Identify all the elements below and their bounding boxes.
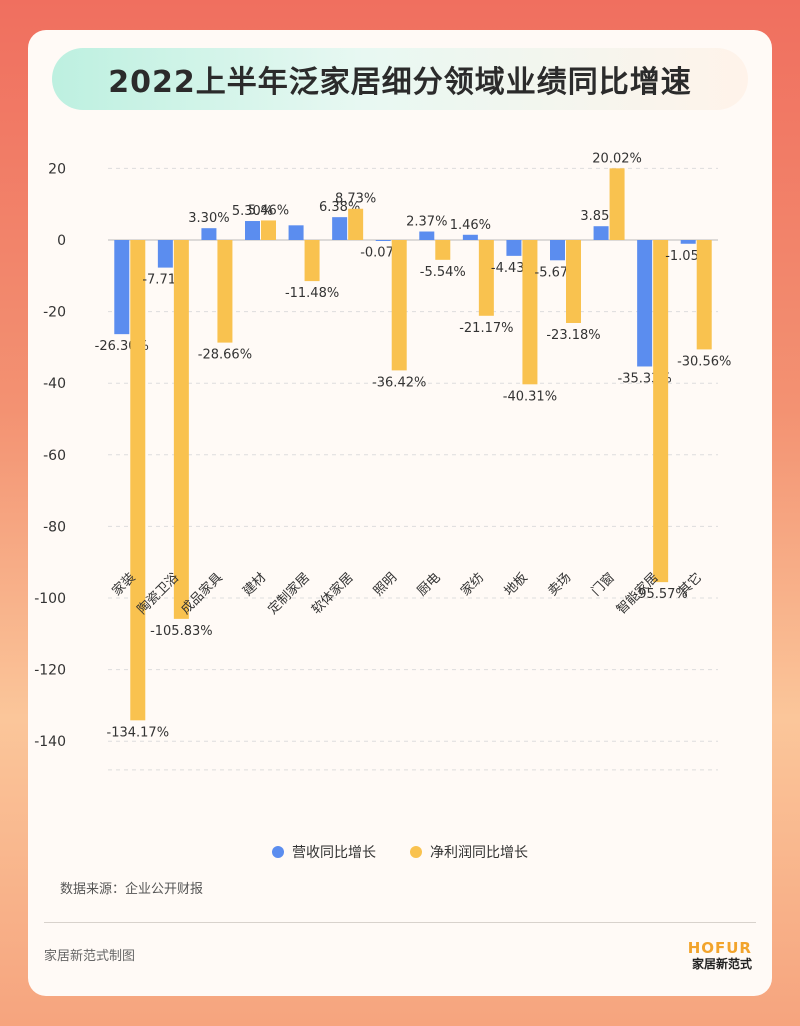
title-banner: 2022上半年泛家居细分领域业绩同比增速	[52, 48, 748, 110]
bar-revenue	[245, 221, 260, 240]
x-tick-label: 厨电	[415, 570, 444, 599]
brand-name-en: HOFUR	[687, 939, 752, 957]
bar-revenue	[419, 231, 435, 240]
bar-revenue	[593, 226, 609, 240]
y-tick-label: -60	[43, 448, 66, 464]
data-label-profit: -28.66%	[198, 348, 252, 363]
y-tick-label: -40	[43, 376, 66, 392]
bar-profit	[435, 240, 451, 260]
x-tick-label: 照明	[371, 570, 400, 599]
data-label-profit: -11.48%	[285, 286, 339, 301]
bar-profit	[391, 240, 407, 371]
legend-swatch-profit	[410, 846, 422, 858]
data-label-profit: -95.57%	[634, 587, 688, 602]
x-tick-label: 家纺	[457, 570, 487, 600]
data-label-revenue: 5.30%	[232, 204, 273, 219]
bar-revenue	[637, 240, 653, 367]
data-label-profit: 8.73%	[335, 192, 376, 207]
bar-revenue	[375, 240, 391, 241]
bar-revenue	[157, 240, 173, 268]
bar-profit	[348, 208, 364, 240]
divider	[44, 922, 756, 923]
data-label-profit: -23.18%	[546, 328, 600, 343]
legend-item-profit[interactable]: 净利润同比增长	[410, 842, 528, 862]
x-tick-label: 软体家居	[308, 570, 356, 618]
legend-swatch-revenue	[272, 846, 284, 858]
bar-revenue	[680, 240, 696, 244]
data-label-profit: -36.42%	[372, 375, 426, 390]
y-tick-label: 20	[48, 161, 66, 177]
legend: 营收同比增长 净利润同比增长	[28, 842, 772, 862]
x-tick-label: 门窗	[588, 570, 618, 600]
bar-revenue	[288, 225, 304, 240]
legend-item-revenue[interactable]: 营收同比增长	[272, 842, 376, 862]
bar-profit	[304, 240, 320, 282]
data-label-profit: -40.31%	[503, 389, 557, 404]
data-source: 数据来源：企业公开财报	[60, 882, 204, 897]
bar-revenue	[332, 217, 348, 240]
bar-profit	[173, 240, 189, 619]
bar-revenue	[201, 228, 217, 240]
data-label-profit: -134.17%	[107, 725, 170, 740]
bar-chart: 200-20-40-60-80-100-120-140-26.30%-134.1…	[34, 151, 731, 771]
data-label-profit: 20.02%	[592, 151, 642, 166]
brand-name-cn: 家居新范式	[691, 957, 752, 971]
y-tick-label: -80	[43, 519, 66, 535]
legend-label-revenue: 营收同比增长	[292, 845, 376, 861]
bar-profit	[609, 168, 625, 240]
bar-profit	[478, 240, 494, 316]
bar-revenue	[462, 234, 478, 240]
x-tick-label: 定制家居	[265, 570, 313, 618]
bar-revenue	[506, 240, 522, 256]
y-tick-label: -100	[34, 591, 66, 607]
legend-label-profit: 净利润同比增长	[430, 845, 528, 861]
data-label-revenue: 3.30%	[188, 211, 229, 226]
brand-logo: HOFUR 家居新范式	[688, 940, 752, 972]
data-label-profit: -5.54%	[420, 265, 466, 280]
data-label-profit: -21.17%	[459, 321, 513, 336]
bar-profit	[261, 220, 276, 240]
chart-card: 2022上半年泛家居细分领域业绩同比增速 20 0 -20 -40 -60 -80 -100…	[28, 30, 772, 996]
x-tick-label: 卖场	[545, 570, 574, 599]
data-label-revenue: 2.37%	[406, 215, 447, 230]
y-tick-label: -140	[34, 734, 66, 750]
y-tick-label: -120	[34, 663, 66, 679]
x-tick-label: 建材	[240, 570, 269, 599]
bar-profit	[217, 240, 233, 343]
bar-revenue	[550, 240, 565, 261]
y-tick-label: 0	[57, 233, 66, 249]
footer-credit: 家居新范式制图	[44, 949, 136, 964]
bar-profit	[653, 240, 669, 583]
data-label-profit: 5.46%	[248, 203, 289, 218]
chart-title: 2022上半年泛家居细分领域业绩同比增速	[108, 65, 692, 100]
data-label-revenue: 1.46%	[450, 218, 491, 233]
bar-profit	[130, 240, 146, 721]
data-label-profit: -105.83%	[150, 624, 213, 639]
bar-profit	[522, 240, 538, 385]
x-tick-label: 地板	[502, 570, 531, 599]
data-label-profit: -30.56%	[677, 354, 731, 369]
bar-profit	[566, 240, 581, 323]
bar-profit	[696, 240, 712, 350]
y-tick-label: -20	[43, 305, 66, 321]
bar-revenue	[114, 240, 130, 335]
